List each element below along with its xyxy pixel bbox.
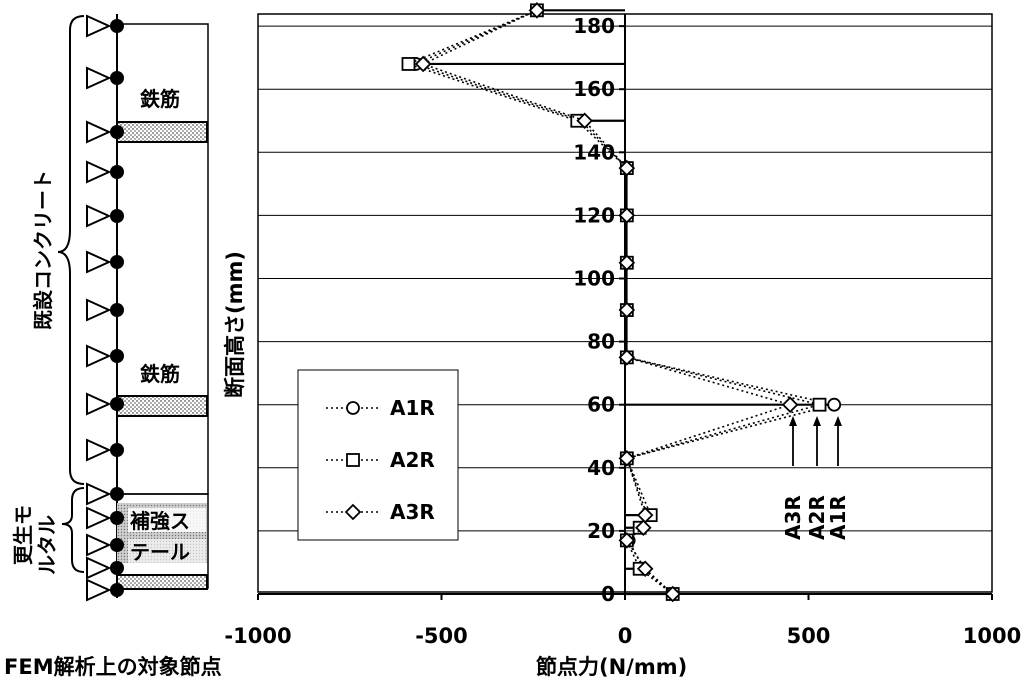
marker-diamond: [636, 560, 654, 578]
fem-caption: FEM解析上の対象節点: [4, 655, 222, 679]
support-triangle: [86, 204, 112, 228]
marker-circle: [827, 397, 842, 412]
series: [401, 2, 842, 603]
x-tick-label: 500: [787, 624, 831, 648]
fem-node-panel: 鉄筋 鉄筋 補強ス テール 既設コンクリート 更生モ ルタル FEM解析上の対象…: [4, 14, 222, 679]
support-triangle: [86, 506, 112, 530]
chart: 0 20 40 60 80 100 120 140 160 180 -1000 -500 0 500 100…: [223, 2, 1021, 679]
arrowhead: [789, 416, 797, 426]
marker-diamond: [414, 55, 432, 73]
marker-diamond: [618, 301, 636, 319]
arrowhead: [834, 416, 842, 426]
y-tick-label: 180: [573, 14, 615, 38]
rebar-label-mid: 鉄筋: [140, 362, 180, 386]
node-dot: [110, 255, 124, 269]
marker-diamond: [618, 159, 636, 177]
legend-label: A2R: [390, 448, 435, 472]
legend: A1R A2R A3R: [297, 369, 459, 541]
y-tick-label: 20: [587, 519, 615, 543]
marker-diamond: [636, 506, 654, 524]
marker-diamond: [618, 450, 636, 467]
legend-label: A3R: [390, 500, 435, 524]
marker-square: [346, 453, 360, 467]
node-markers: [86, 14, 124, 602]
marker-circle: [346, 401, 360, 415]
series-A3R: [414, 2, 799, 603]
support-triangle: [86, 438, 112, 462]
marker-diamond: [618, 349, 636, 366]
y-tick-label: 40: [587, 456, 615, 480]
existing-brace: [57, 15, 85, 485]
x-axis-label: 節点力(N/mm): [536, 655, 687, 679]
node-dot: [110, 583, 124, 597]
y-tick-label: 80: [587, 330, 615, 354]
support-triangle: [86, 120, 112, 144]
x-tick-label: -500: [415, 624, 468, 648]
support-triangle: [86, 392, 112, 416]
support-triangle: [86, 298, 112, 322]
node-dot: [110, 538, 124, 552]
x-tick-label: 0: [618, 624, 633, 648]
support-triangle: [86, 556, 112, 580]
x-tick-label: 1000: [963, 624, 1021, 648]
reinforce-label-line1: 補強ス: [129, 509, 190, 533]
x-tick-label: -1000: [224, 624, 291, 648]
rebar-bar-mid: [116, 395, 208, 417]
support-triangle: [86, 482, 112, 506]
marker-diamond: [618, 207, 636, 224]
node-dot: [110, 397, 124, 411]
node-dot: [110, 511, 124, 525]
marker-diamond: [635, 519, 652, 537]
support-triangle: [86, 66, 112, 90]
marker-square: [401, 57, 416, 71]
renewal-brace: [61, 487, 85, 573]
rebar-bar-top: [116, 121, 208, 143]
marker-diamond: [618, 254, 636, 271]
marker-diamond: [344, 503, 362, 521]
support-triangle: [86, 533, 112, 557]
marker-diamond: [576, 112, 593, 130]
node-dot: [110, 125, 124, 139]
existing-concrete-label: 既設コンクリート: [31, 170, 55, 330]
renewal-mortar-line2: ルタル: [35, 515, 59, 575]
node-dot: [110, 561, 124, 575]
node-dot: [110, 71, 124, 85]
node-dot: [110, 349, 124, 363]
node-dot: [110, 165, 124, 179]
arrowhead: [813, 416, 821, 426]
node-dot: [110, 443, 124, 457]
marker-square: [812, 397, 827, 412]
node-dot: [110, 303, 124, 317]
renewal-bottom-bar: [116, 574, 208, 590]
support-triangle: [86, 160, 112, 184]
rebar-label-top: 鉄筋: [140, 87, 180, 111]
y-axis-label: 断面高さ(mm): [223, 251, 247, 398]
y-tick-label: 140: [573, 140, 615, 164]
y-tick-label: 160: [573, 77, 615, 101]
node-dot: [110, 487, 124, 501]
arrow-label: A2R: [805, 495, 829, 540]
y-tick-label: 0: [601, 582, 615, 606]
node-dot: [110, 19, 124, 33]
legend-label: A1R: [390, 396, 435, 420]
marker-diamond: [618, 532, 636, 549]
marker-diamond: [528, 2, 546, 19]
support-triangle: [86, 14, 112, 38]
y-tick-label: 60: [587, 393, 615, 417]
reinforce-label-line2: テール: [130, 540, 190, 564]
y-tick-label: 120: [573, 203, 615, 227]
axes: 0 20 40 60 80 100 120 140 160 180 -1000 -500 0 500 100…: [224, 14, 1021, 648]
support-triangle: [86, 578, 112, 602]
arrow-label: A1R: [826, 495, 850, 540]
y-tick-label: 100: [573, 267, 615, 291]
renewal-mortar-line1: 更生モ: [11, 505, 35, 565]
support-triangle: [86, 344, 112, 368]
node-dot: [110, 209, 124, 223]
marker-diamond: [781, 396, 799, 413]
arrow-label: A3R: [781, 495, 805, 540]
support-triangle: [86, 250, 112, 274]
marker-diamond: [664, 585, 681, 603]
